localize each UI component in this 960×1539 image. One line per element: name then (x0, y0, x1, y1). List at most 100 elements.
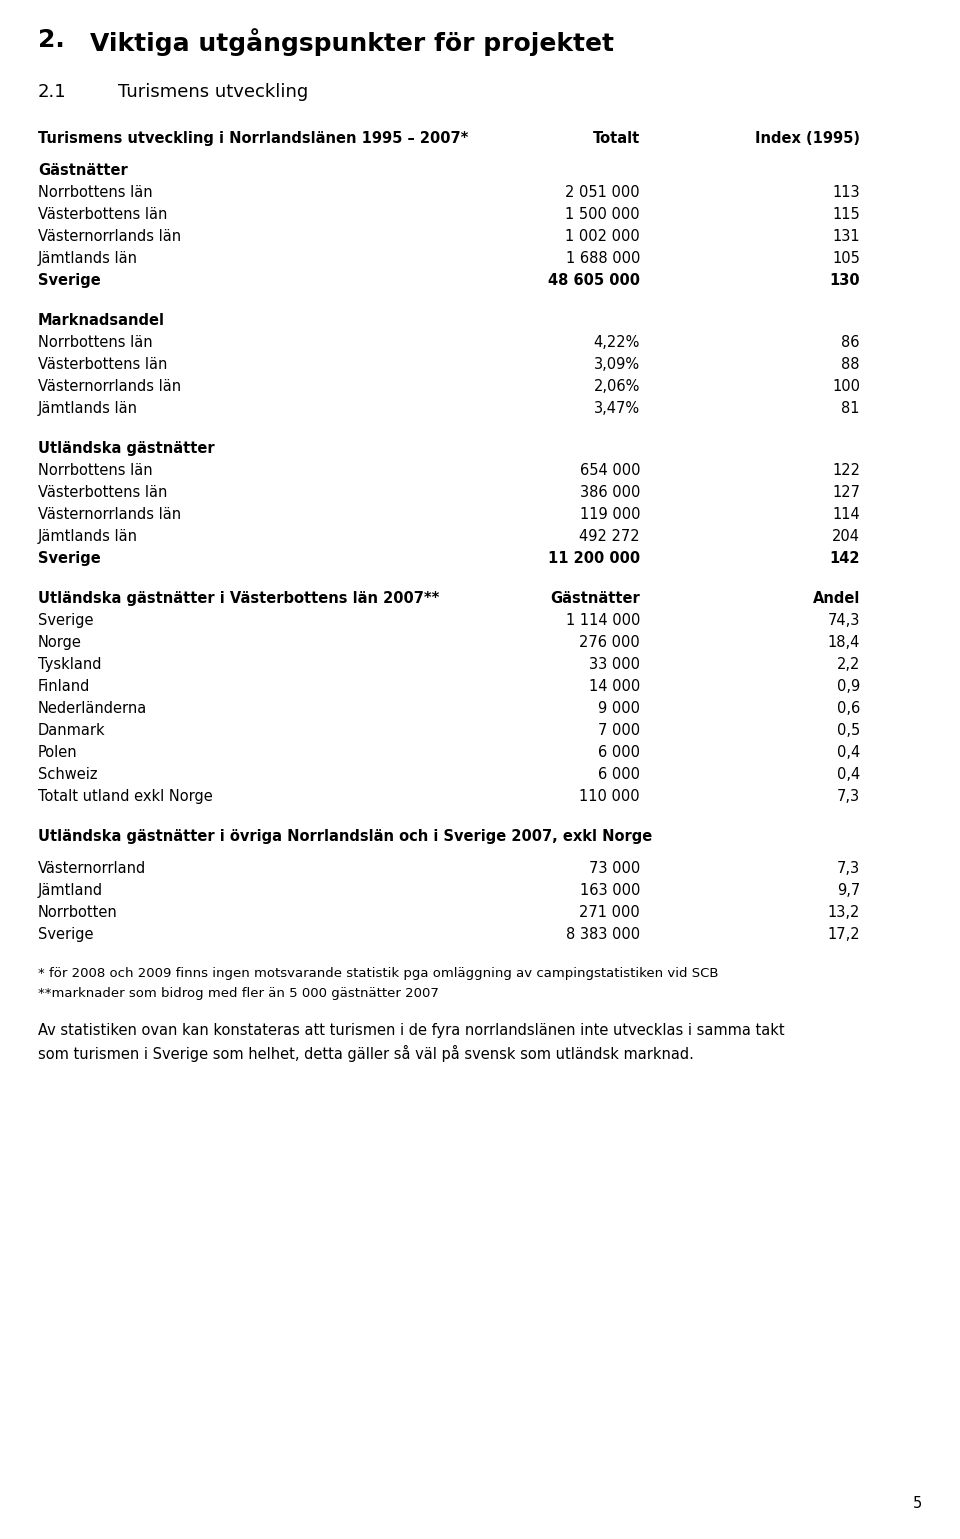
Text: Jämtlands län: Jämtlands län (38, 251, 138, 266)
Text: 1 002 000: 1 002 000 (565, 229, 640, 245)
Text: Sverige: Sverige (38, 551, 101, 566)
Text: 3,47%: 3,47% (594, 402, 640, 416)
Text: 122: 122 (832, 463, 860, 479)
Text: 2,2: 2,2 (836, 657, 860, 673)
Text: Västerbottens län: Västerbottens län (38, 208, 167, 222)
Text: 271 000: 271 000 (579, 905, 640, 920)
Text: Jämtlands län: Jämtlands län (38, 529, 138, 543)
Text: 11 200 000: 11 200 000 (548, 551, 640, 566)
Text: Jämtlands län: Jämtlands län (38, 402, 138, 416)
Text: 1 688 000: 1 688 000 (565, 251, 640, 266)
Text: Gästnätter: Gästnätter (550, 591, 640, 606)
Text: Marknadsandel: Marknadsandel (38, 312, 165, 328)
Text: 2.: 2. (38, 28, 64, 52)
Text: 81: 81 (842, 402, 860, 416)
Text: 204: 204 (832, 529, 860, 543)
Text: 14 000: 14 000 (588, 679, 640, 694)
Text: 7,3: 7,3 (837, 860, 860, 876)
Text: Västernorrlands län: Västernorrlands län (38, 229, 181, 245)
Text: **marknader som bidrog med fler än 5 000 gästnätter 2007: **marknader som bidrog med fler än 5 000… (38, 986, 439, 1000)
Text: 110 000: 110 000 (580, 790, 640, 803)
Text: 4,22%: 4,22% (593, 336, 640, 349)
Text: Utländska gästnätter i övriga Norrlandslän och i Sverige 2007, exkl Norge: Utländska gästnätter i övriga Norrlandsl… (38, 830, 652, 843)
Text: 130: 130 (829, 272, 860, 288)
Text: 2 051 000: 2 051 000 (565, 185, 640, 200)
Text: 0,9: 0,9 (837, 679, 860, 694)
Text: 0,5: 0,5 (837, 723, 860, 739)
Text: 88: 88 (842, 357, 860, 372)
Text: Av statistiken ovan kan konstateras att turismen i de fyra norrlandslänen inte u: Av statistiken ovan kan konstateras att … (38, 1023, 784, 1037)
Text: Norrbottens län: Norrbottens län (38, 463, 153, 479)
Text: 5: 5 (913, 1496, 922, 1511)
Text: 2.1: 2.1 (38, 83, 66, 102)
Text: 0,6: 0,6 (837, 700, 860, 716)
Text: 7 000: 7 000 (598, 723, 640, 739)
Text: 1 114 000: 1 114 000 (565, 613, 640, 628)
Text: 7,3: 7,3 (837, 790, 860, 803)
Text: Utländska gästnätter: Utländska gästnätter (38, 442, 215, 456)
Text: 8 383 000: 8 383 000 (565, 926, 640, 942)
Text: Totalt utland exkl Norge: Totalt utland exkl Norge (38, 790, 213, 803)
Text: Norrbottens län: Norrbottens län (38, 185, 153, 200)
Text: 115: 115 (832, 208, 860, 222)
Text: 73 000: 73 000 (588, 860, 640, 876)
Text: Västernorrlands län: Västernorrlands län (38, 379, 181, 394)
Text: Norge: Norge (38, 636, 82, 649)
Text: 386 000: 386 000 (580, 485, 640, 500)
Text: 492 272: 492 272 (580, 529, 640, 543)
Text: 13,2: 13,2 (828, 905, 860, 920)
Text: Sverige: Sverige (38, 272, 101, 288)
Text: Sverige: Sverige (38, 613, 93, 628)
Text: Totalt: Totalt (592, 131, 640, 146)
Text: 6 000: 6 000 (598, 766, 640, 782)
Text: Finland: Finland (38, 679, 90, 694)
Text: Danmark: Danmark (38, 723, 106, 739)
Text: 6 000: 6 000 (598, 745, 640, 760)
Text: 142: 142 (829, 551, 860, 566)
Text: 114: 114 (832, 506, 860, 522)
Text: Polen: Polen (38, 745, 78, 760)
Text: Schweiz: Schweiz (38, 766, 98, 782)
Text: 74,3: 74,3 (828, 613, 860, 628)
Text: 9 000: 9 000 (598, 700, 640, 716)
Text: Jämtland: Jämtland (38, 883, 103, 897)
Text: Gästnätter: Gästnätter (38, 163, 128, 179)
Text: 163 000: 163 000 (580, 883, 640, 897)
Text: Nederländerna: Nederländerna (38, 700, 147, 716)
Text: 276 000: 276 000 (579, 636, 640, 649)
Text: Sverige: Sverige (38, 926, 93, 942)
Text: 1 500 000: 1 500 000 (565, 208, 640, 222)
Text: 119 000: 119 000 (580, 506, 640, 522)
Text: 3,09%: 3,09% (594, 357, 640, 372)
Text: Västernorrland: Västernorrland (38, 860, 146, 876)
Text: Norrbotten: Norrbotten (38, 905, 118, 920)
Text: 131: 131 (832, 229, 860, 245)
Text: Tyskland: Tyskland (38, 657, 102, 673)
Text: Turismens utveckling i Norrlandslänen 1995 – 2007*: Turismens utveckling i Norrlandslänen 19… (38, 131, 468, 146)
Text: 18,4: 18,4 (828, 636, 860, 649)
Text: Andel: Andel (812, 591, 860, 606)
Text: 48 605 000: 48 605 000 (548, 272, 640, 288)
Text: Västerbottens län: Västerbottens län (38, 357, 167, 372)
Text: Utländska gästnätter i Västerbottens län 2007**: Utländska gästnätter i Västerbottens län… (38, 591, 440, 606)
Text: 9,7: 9,7 (837, 883, 860, 897)
Text: som turismen i Sverige som helhet, detta gäller så väl på svensk som utländsk ma: som turismen i Sverige som helhet, detta… (38, 1045, 694, 1062)
Text: 100: 100 (832, 379, 860, 394)
Text: 2,06%: 2,06% (593, 379, 640, 394)
Text: Västernorrlands län: Västernorrlands län (38, 506, 181, 522)
Text: 33 000: 33 000 (589, 657, 640, 673)
Text: 0,4: 0,4 (837, 766, 860, 782)
Text: Västerbottens län: Västerbottens län (38, 485, 167, 500)
Text: * för 2008 och 2009 finns ingen motsvarande statistik pga omläggning av campings: * för 2008 och 2009 finns ingen motsvara… (38, 966, 718, 980)
Text: 105: 105 (832, 251, 860, 266)
Text: 86: 86 (842, 336, 860, 349)
Text: 0,4: 0,4 (837, 745, 860, 760)
Text: 17,2: 17,2 (828, 926, 860, 942)
Text: 127: 127 (832, 485, 860, 500)
Text: Turismens utveckling: Turismens utveckling (118, 83, 308, 102)
Text: Viktiga utgångspunkter för projektet: Viktiga utgångspunkter för projektet (90, 28, 614, 55)
Text: 113: 113 (832, 185, 860, 200)
Text: 654 000: 654 000 (580, 463, 640, 479)
Text: Index (1995): Index (1995) (755, 131, 860, 146)
Text: Norrbottens län: Norrbottens län (38, 336, 153, 349)
